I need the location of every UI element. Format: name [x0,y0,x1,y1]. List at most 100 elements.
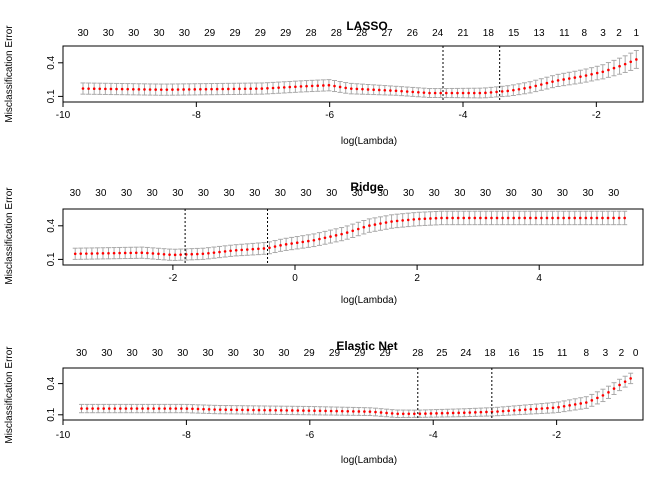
data-point [385,411,388,415]
x-tick-label: -2 [168,273,177,284]
data-point [567,216,571,220]
data-point [173,253,177,257]
data-point [257,247,260,251]
data-point [529,216,532,220]
data-point [296,409,300,412]
data-point [612,66,616,70]
data-point [340,409,344,413]
data-point [363,410,366,413]
data-point [285,409,289,412]
data-point [307,239,310,243]
top-axis-label: 30 [153,28,165,39]
data-point [171,88,174,91]
data-point [546,406,549,410]
data-point [556,79,560,82]
data-point [137,88,141,91]
data-point [157,407,161,410]
data-point [601,394,605,397]
data-point [135,407,139,410]
data-point [254,87,258,90]
data-point [85,407,89,410]
data-point [316,84,320,88]
data-point [484,216,488,220]
data-point [485,410,488,414]
data-point [168,253,171,256]
top-axis-label: 1 [634,28,640,39]
data-point [143,88,146,91]
data-point [162,252,166,256]
top-axis-label: 30 [608,188,620,199]
data-point [154,88,157,91]
data-point [290,409,294,412]
data-point [618,64,621,68]
data-point [204,87,208,91]
data-point [196,407,200,411]
data-point [180,407,183,410]
data-point [221,87,225,91]
data-point [279,244,282,247]
top-axis-label: 30 [147,188,159,199]
data-point [234,248,238,252]
plot-frame [62,45,644,103]
data-point [207,251,210,255]
data-point [551,80,554,83]
data-point [81,87,85,90]
data-point [232,87,236,91]
data-point [101,252,105,255]
data-point [334,234,338,237]
data-point [501,409,505,413]
data-point [507,409,510,413]
data-point [345,231,349,234]
data-point [390,220,393,223]
top-axis-label: 29 [329,348,341,359]
data-point [262,247,266,250]
data-point [240,248,244,252]
data-point [435,412,438,415]
top-axis-label: 30 [480,188,492,199]
data-point [411,90,415,94]
top-axis-label: 28 [305,28,317,39]
data-point [413,412,416,416]
data-point [218,408,222,411]
top-axis-label: 30 [275,188,287,199]
data-point [484,91,487,95]
data-point [213,408,216,411]
top-axis-label: 30 [172,188,184,199]
top-axis-label: 30 [253,348,265,359]
data-point [401,412,405,416]
data-point [210,87,213,91]
top-axis-label: 30 [300,188,312,199]
data-point [207,408,211,411]
data-point [322,84,325,87]
data-point [490,216,493,220]
top-axis-label: 30 [228,348,240,359]
data-point [190,252,194,256]
data-point [451,411,455,415]
top-axis-label: 2 [619,348,625,359]
data-point [273,245,277,248]
y-tick-label: 0.4 [46,376,57,390]
data-point [596,396,599,400]
data-point [104,87,107,91]
data-point [96,407,100,410]
top-axis-label: 24 [432,28,444,39]
data-point [412,218,416,221]
data-point [268,408,272,412]
data-point [351,229,355,233]
data-point [429,412,433,415]
data-point [606,216,610,220]
data-point [590,73,593,76]
data-point [141,407,144,410]
x-axis-label: log(Lambda) [341,455,397,466]
data-point [545,216,549,220]
data-point [151,252,155,255]
data-point [517,87,521,91]
top-axis-label: 8 [582,28,588,39]
x-tick-label: -2 [592,110,601,121]
data-point [595,71,599,75]
data-point [235,408,239,412]
data-point [568,404,571,407]
data-point [500,90,504,93]
top-axis-label: 30 [454,188,466,199]
